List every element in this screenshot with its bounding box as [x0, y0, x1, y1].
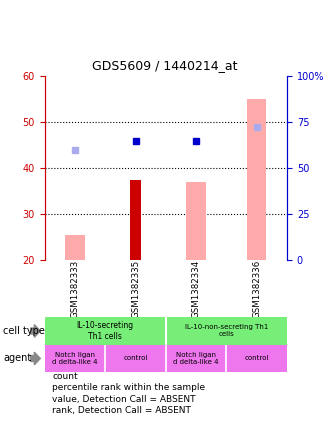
Text: GSM1382333: GSM1382333 [70, 260, 80, 318]
Text: percentile rank within the sample: percentile rank within the sample [52, 383, 206, 393]
Bar [130, 180, 141, 260]
Bar [45, 345, 105, 372]
Text: GSM1382335: GSM1382335 [131, 260, 140, 318]
Text: IL-10-secreting
Th1 cells: IL-10-secreting Th1 cells [77, 321, 134, 341]
Text: count: count [52, 372, 78, 381]
Bar [247, 99, 267, 260]
FancyArrow shape [30, 352, 40, 365]
Text: IL-10-non-secreting Th1
cells: IL-10-non-secreting Th1 cells [185, 324, 268, 338]
Text: GSM1382334: GSM1382334 [192, 260, 201, 318]
Text: control: control [245, 355, 269, 362]
Bar [105, 345, 166, 372]
FancyArrow shape [30, 325, 40, 338]
Bar [226, 345, 287, 372]
Text: value, Detection Call = ABSENT: value, Detection Call = ABSENT [52, 395, 196, 404]
Bar [166, 317, 287, 345]
Text: agent: agent [3, 354, 32, 363]
Text: Notch ligan
d delta-like 4: Notch ligan d delta-like 4 [52, 352, 98, 365]
Text: control: control [123, 355, 148, 362]
Text: GSM1382336: GSM1382336 [252, 260, 261, 318]
Bar [65, 235, 84, 260]
Text: cell type: cell type [3, 326, 45, 336]
Text: GDS5609 / 1440214_at: GDS5609 / 1440214_at [92, 59, 238, 72]
Bar [45, 317, 166, 345]
Bar [166, 345, 226, 372]
Text: rank, Detection Call = ABSENT: rank, Detection Call = ABSENT [52, 406, 191, 415]
Text: Notch ligan
d delta-like 4: Notch ligan d delta-like 4 [173, 352, 219, 365]
Bar [186, 182, 206, 260]
